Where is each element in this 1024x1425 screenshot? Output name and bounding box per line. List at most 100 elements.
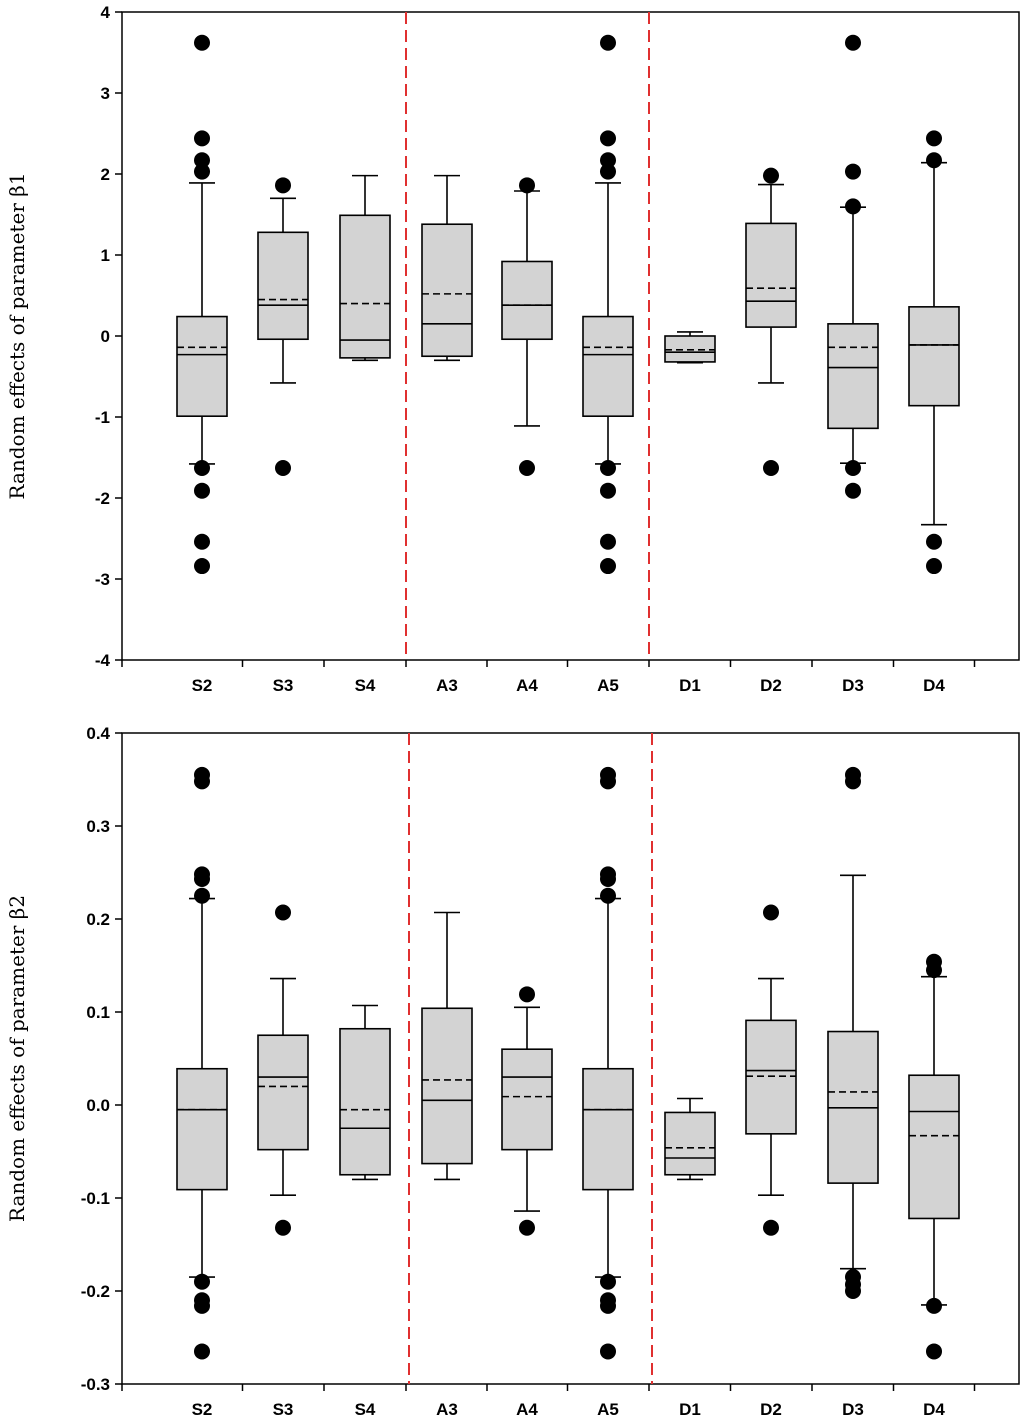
outlier-point xyxy=(194,1297,210,1314)
outlier-point xyxy=(194,887,210,904)
box-A4 xyxy=(501,177,553,477)
y-tick-label: 0 xyxy=(101,327,110,346)
box-D3 xyxy=(827,34,879,499)
box-body xyxy=(582,1067,634,1191)
x-tick-label: S4 xyxy=(355,1400,376,1419)
x-tick-label: A5 xyxy=(597,1400,619,1419)
outlier-point xyxy=(600,871,616,888)
outlier-point xyxy=(194,558,210,575)
outlier-point xyxy=(600,34,616,51)
outlier-point xyxy=(275,460,291,477)
box-A4 xyxy=(501,986,553,1236)
y-axis-label: Random effects of parameter β2 xyxy=(5,895,29,1222)
box-D1 xyxy=(664,1097,716,1181)
outlier-point xyxy=(845,163,861,180)
x-tick-label: D2 xyxy=(760,1400,782,1419)
box-body xyxy=(257,1034,309,1151)
x-tick-label: D1 xyxy=(679,676,701,695)
box-D4 xyxy=(908,953,960,1360)
box-body xyxy=(339,1027,391,1176)
box-S2 xyxy=(176,766,228,1360)
outlier-point xyxy=(926,533,942,550)
outlier-point xyxy=(275,1219,291,1236)
box-body xyxy=(745,1019,797,1135)
outlier-point xyxy=(845,460,861,477)
outlier-point xyxy=(600,130,616,147)
y-tick-label: 2 xyxy=(101,165,110,184)
outlier-point xyxy=(763,460,779,477)
x-tick-label: D2 xyxy=(760,676,782,695)
y-tick-label: -0.3 xyxy=(81,1375,110,1394)
box-D2 xyxy=(745,167,797,477)
outlier-point xyxy=(194,871,210,888)
outlier-point xyxy=(600,773,616,790)
box-body xyxy=(664,335,716,363)
box-body xyxy=(908,1074,960,1220)
outlier-point xyxy=(926,130,942,147)
outlier-point xyxy=(275,904,291,921)
y-tick-label: -4 xyxy=(95,651,111,670)
x-tick-label: D4 xyxy=(923,1400,945,1419)
box-S2 xyxy=(176,34,228,575)
box-body xyxy=(908,306,960,407)
y-tick-label: 4 xyxy=(101,3,111,22)
box-body xyxy=(176,315,228,417)
y-tick-label: 0.0 xyxy=(86,1096,110,1115)
outlier-point xyxy=(763,1219,779,1236)
outlier-point xyxy=(600,152,616,169)
outlier-point xyxy=(519,177,535,194)
box-A5 xyxy=(582,766,634,1360)
outlier-point xyxy=(926,152,942,169)
outlier-point xyxy=(763,167,779,184)
chart-panel-1: 4 3 2 1 0 -1 -2 -3 -4 S2 S3 S4 A3 A4 A5 D1 D2 D3 D4 Random … xyxy=(5,3,1020,695)
x-tick-label: A5 xyxy=(597,676,619,695)
outlier-point xyxy=(194,533,210,550)
outlier-point xyxy=(600,163,616,180)
outlier-point xyxy=(194,1343,210,1360)
outlier-point xyxy=(194,152,210,169)
outlier-point xyxy=(845,198,861,215)
box-D2 xyxy=(745,904,797,1236)
x-tick-label: D4 xyxy=(923,676,945,695)
outlier-point xyxy=(194,773,210,790)
x-tick-label: A4 xyxy=(516,1400,538,1419)
outlier-point xyxy=(845,1283,861,1299)
outlier-point xyxy=(519,460,535,477)
x-tick-label: S4 xyxy=(355,676,376,695)
box-body xyxy=(827,323,879,430)
box-A5 xyxy=(582,34,634,575)
y-tick-label: -0.2 xyxy=(81,1282,110,1301)
outlier-point xyxy=(600,1273,616,1290)
y-tick-label: -3 xyxy=(95,570,110,589)
outlier-point xyxy=(194,34,210,51)
x-tick-label: S3 xyxy=(273,676,294,695)
box-body xyxy=(257,231,309,341)
box-S4 xyxy=(339,174,391,362)
outlier-point xyxy=(600,482,616,499)
outlier-point xyxy=(763,904,779,921)
box-body xyxy=(421,223,473,358)
outlier-point xyxy=(600,1343,616,1360)
x-tick-label: D3 xyxy=(842,1400,864,1419)
outlier-point xyxy=(194,482,210,499)
box-body xyxy=(745,222,797,328)
box-body xyxy=(339,214,391,359)
outlier-point xyxy=(926,962,942,979)
box-S3 xyxy=(257,904,309,1236)
x-tick-label: D3 xyxy=(842,676,864,695)
outlier-point xyxy=(194,130,210,147)
y-tick-label: 1 xyxy=(101,246,110,265)
x-tick-label: A3 xyxy=(436,1400,458,1419)
box-D4 xyxy=(908,130,960,575)
outlier-point xyxy=(600,533,616,550)
outlier-point xyxy=(194,163,210,180)
outlier-point xyxy=(926,1297,942,1314)
outlier-point xyxy=(194,460,210,477)
outlier-point xyxy=(845,34,861,51)
x-tick-label: A3 xyxy=(436,676,458,695)
y-tick-label: 0.1 xyxy=(86,1003,110,1022)
outlier-point xyxy=(600,887,616,904)
outlier-point xyxy=(600,558,616,575)
outlier-point xyxy=(275,177,291,194)
chart-panel-2: 0.4 0.3 0.2 0.1 0.0 -0.1 -0.2 -0.3 S2 S3 S4 A3 A4 A5 D… xyxy=(5,724,1020,1419)
